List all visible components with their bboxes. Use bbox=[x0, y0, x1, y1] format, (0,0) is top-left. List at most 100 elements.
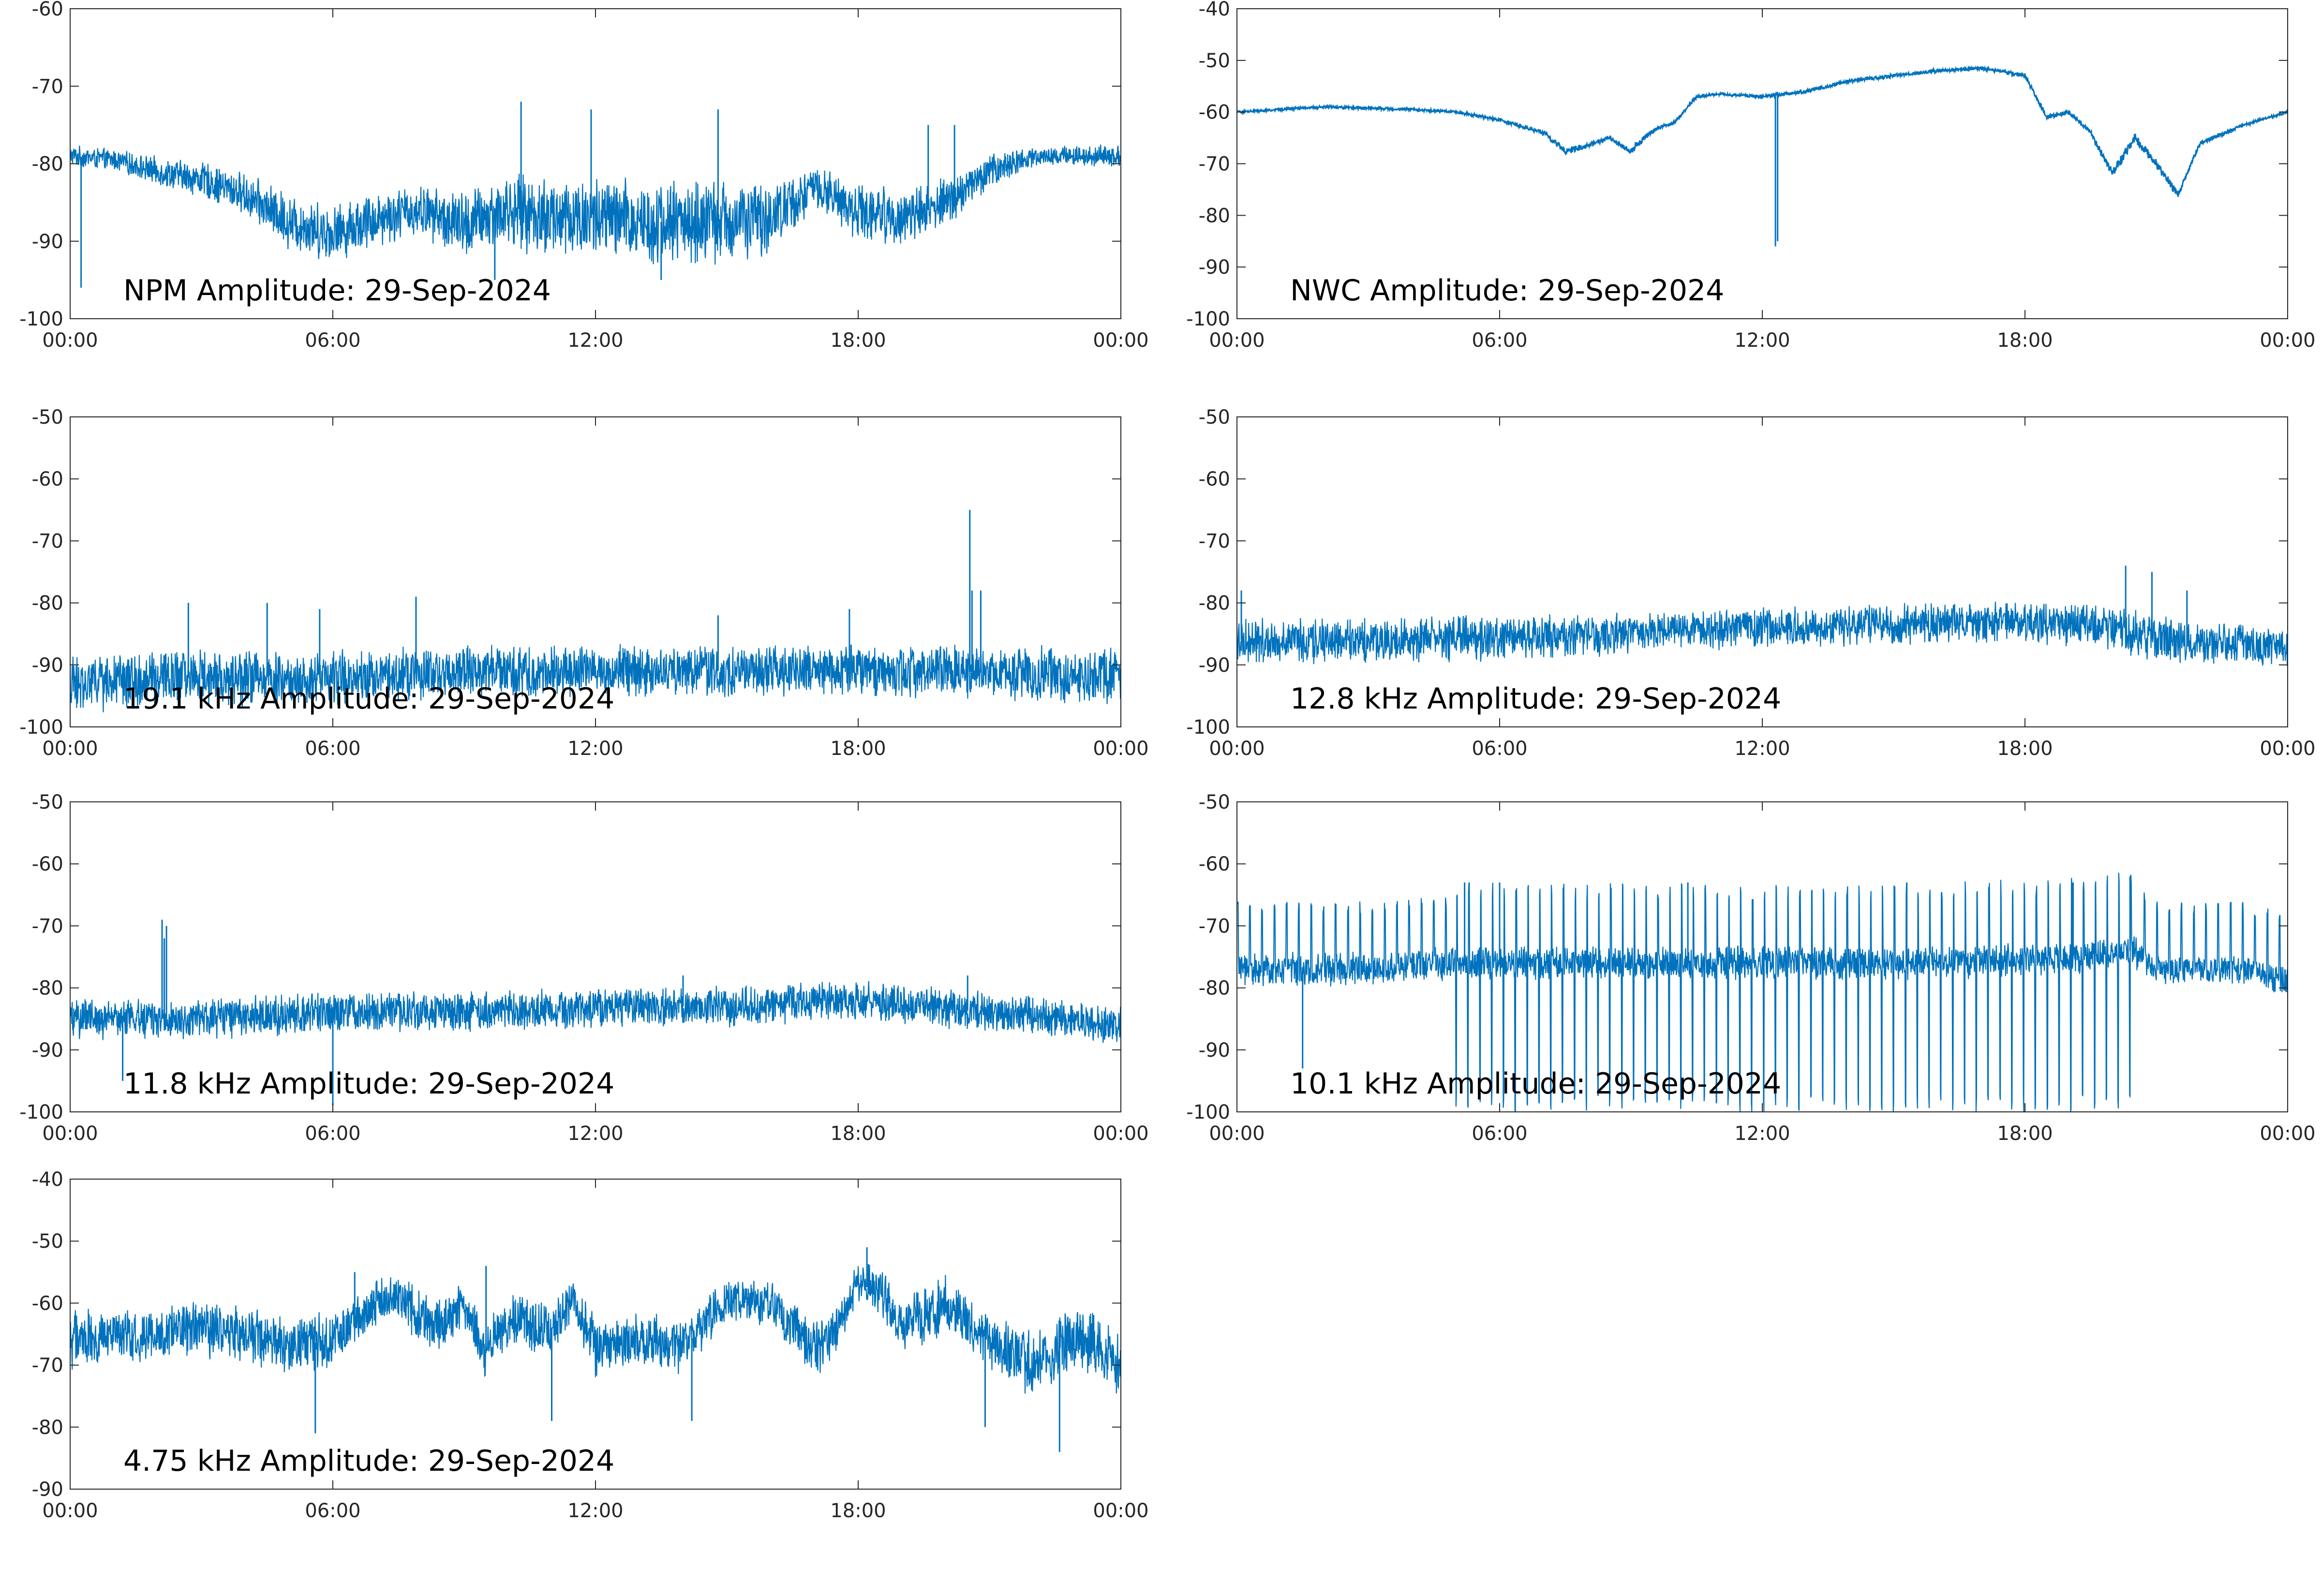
x-tick-label: 00:00 bbox=[2260, 738, 2315, 760]
x-tick-label: 12:00 bbox=[567, 1500, 623, 1522]
x-tick-label: 00:00 bbox=[2260, 1123, 2315, 1145]
x-tick-label: 00:00 bbox=[42, 738, 98, 760]
y-tick-label: -60 bbox=[32, 853, 63, 875]
x-tick-label: 18:00 bbox=[1997, 738, 2053, 760]
chart-panel-6: 00:00 06:00 12:00 18:00 00:00 -50 -60 -70 -80 -90… bbox=[1186, 791, 2315, 1145]
y-tick-label: -70 bbox=[32, 75, 63, 98]
panel-annotation: 19.1 kHz Amplitude: 29-Sep-2024 bbox=[123, 682, 614, 716]
x-tick-label: 12:00 bbox=[1734, 1123, 1790, 1145]
y-tick-label: -70 bbox=[32, 1355, 63, 1377]
y-tick-label: -60 bbox=[1199, 102, 1230, 124]
x-tick-label: 12:00 bbox=[1734, 329, 1790, 352]
x-tick-label: 00:00 bbox=[1093, 1123, 1148, 1145]
x-tick-label: 00:00 bbox=[1093, 329, 1148, 352]
chart-panel-4: 00:00 06:00 12:00 18:00 00:00 -50 -60 -70 -80 -90… bbox=[1186, 406, 2315, 760]
x-tick-label: 12:00 bbox=[1734, 738, 1790, 760]
x-tick-label: 18:00 bbox=[830, 329, 886, 352]
x-tick-label: 00:00 bbox=[1209, 329, 1265, 352]
y-tick-label: -80 bbox=[32, 1417, 63, 1439]
signal-line bbox=[1237, 872, 2288, 1112]
y-tick-label: -40 bbox=[1199, 0, 1230, 20]
chart-panel-3: 00:00 06:00 12:00 18:00 00:00 -50 -60 -70 -80 -90… bbox=[19, 406, 1148, 760]
x-tick-label: 06:00 bbox=[1472, 1123, 1527, 1145]
panel-annotation: 11.8 kHz Amplitude: 29-Sep-2024 bbox=[123, 1067, 614, 1101]
y-tick-label: -90 bbox=[32, 231, 63, 253]
x-tick-label: 00:00 bbox=[1093, 738, 1148, 760]
y-tick-label: -80 bbox=[1199, 205, 1230, 227]
signal-line bbox=[1237, 601, 2288, 666]
y-tick-label: -50 bbox=[32, 1230, 63, 1253]
y-tick-label: -80 bbox=[32, 153, 63, 176]
y-tick-label: -100 bbox=[1186, 308, 1230, 330]
y-tick-label: -100 bbox=[1186, 1101, 1230, 1123]
signal-line bbox=[1237, 65, 2288, 197]
signal-line bbox=[70, 144, 1121, 265]
y-tick-label: -50 bbox=[32, 406, 63, 429]
y-tick-label: -50 bbox=[1199, 406, 1230, 429]
y-tick-label: -80 bbox=[32, 592, 63, 615]
x-tick-label: 00:00 bbox=[1209, 1123, 1265, 1145]
x-tick-label: 00:00 bbox=[42, 1123, 98, 1145]
y-tick-label: -60 bbox=[32, 468, 63, 490]
y-tick-label: -70 bbox=[1199, 915, 1230, 937]
y-tick-label: -50 bbox=[1199, 50, 1230, 72]
y-tick-label: -100 bbox=[19, 308, 63, 330]
x-tick-label: 06:00 bbox=[1472, 329, 1527, 352]
x-tick-label: 06:00 bbox=[1472, 738, 1527, 760]
panel-annotation: NPM Amplitude: 29-Sep-2024 bbox=[123, 274, 551, 308]
chart-panel-7: 00:00 06:00 12:00 18:00 00:00 -40 -50 -60 -70 -80… bbox=[32, 1168, 1149, 1522]
y-tick-label: -70 bbox=[32, 915, 63, 937]
x-tick-label: 12:00 bbox=[567, 1123, 623, 1145]
panel-annotation: 12.8 kHz Amplitude: 29-Sep-2024 bbox=[1290, 682, 1781, 716]
signal-line bbox=[70, 1264, 1121, 1394]
x-tick-label: 00:00 bbox=[1209, 738, 1265, 760]
x-tick-label: 06:00 bbox=[305, 1500, 360, 1522]
y-tick-label: -50 bbox=[1199, 791, 1230, 813]
panel-annotation: 4.75 kHz Amplitude: 29-Sep-2024 bbox=[123, 1444, 614, 1478]
y-tick-label: -80 bbox=[1199, 977, 1230, 1000]
x-tick-label: 18:00 bbox=[830, 738, 886, 760]
y-tick-label: -60 bbox=[1199, 853, 1230, 875]
panel-annotation: 10.1 kHz Amplitude: 29-Sep-2024 bbox=[1290, 1067, 1781, 1101]
y-tick-label: -90 bbox=[32, 1039, 63, 1062]
x-tick-label: 18:00 bbox=[1997, 329, 2053, 352]
x-tick-label: 06:00 bbox=[305, 329, 360, 352]
x-tick-label: 18:00 bbox=[830, 1500, 886, 1522]
y-tick-label: -100 bbox=[19, 1101, 63, 1123]
y-tick-label: -90 bbox=[1199, 1039, 1230, 1062]
y-tick-label: -70 bbox=[32, 530, 63, 552]
y-tick-label: -80 bbox=[32, 977, 63, 1000]
y-tick-label: -60 bbox=[32, 1292, 63, 1315]
x-tick-label: 12:00 bbox=[567, 329, 623, 352]
chart-panel-5: 00:00 06:00 12:00 18:00 00:00 -50 -60 -70 -80 -90… bbox=[19, 791, 1148, 1145]
x-tick-label: 06:00 bbox=[305, 1123, 360, 1145]
x-tick-label: 00:00 bbox=[1093, 1500, 1148, 1522]
y-tick-label: -100 bbox=[19, 716, 63, 739]
y-tick-label: -70 bbox=[1199, 153, 1230, 176]
y-tick-label: -40 bbox=[32, 1168, 63, 1191]
x-tick-label: 00:00 bbox=[42, 329, 98, 352]
x-tick-label: 00:00 bbox=[2260, 329, 2315, 352]
y-tick-label: -70 bbox=[1199, 530, 1230, 552]
panel-annotation: NWC Amplitude: 29-Sep-2024 bbox=[1290, 274, 1724, 308]
x-tick-label: 12:00 bbox=[567, 738, 623, 760]
x-tick-label: 06:00 bbox=[305, 738, 360, 760]
y-tick-label: -60 bbox=[32, 0, 63, 20]
y-tick-label: -90 bbox=[32, 654, 63, 677]
y-tick-label: -90 bbox=[32, 1478, 63, 1501]
x-tick-label: 00:00 bbox=[42, 1500, 98, 1522]
x-tick-label: 18:00 bbox=[1997, 1123, 2053, 1145]
y-tick-label: -100 bbox=[1186, 716, 1230, 739]
y-tick-label: -90 bbox=[1199, 256, 1230, 279]
y-tick-label: -50 bbox=[32, 791, 63, 813]
signal-line bbox=[70, 981, 1121, 1043]
x-tick-label: 18:00 bbox=[830, 1123, 886, 1145]
y-tick-label: -90 bbox=[1199, 654, 1230, 677]
chart-panel-1: 00:00 06:00 12:00 18:00 00:00 -60 -70 -80 -90 -10… bbox=[19, 0, 1148, 352]
y-tick-label: -80 bbox=[1199, 592, 1230, 615]
y-tick-label: -60 bbox=[1199, 468, 1230, 490]
signal-line bbox=[70, 644, 1121, 712]
chart-panel-2: 00:00 06:00 12:00 18:00 00:00 -40 -50 -60 -70 -80… bbox=[1186, 0, 2315, 352]
